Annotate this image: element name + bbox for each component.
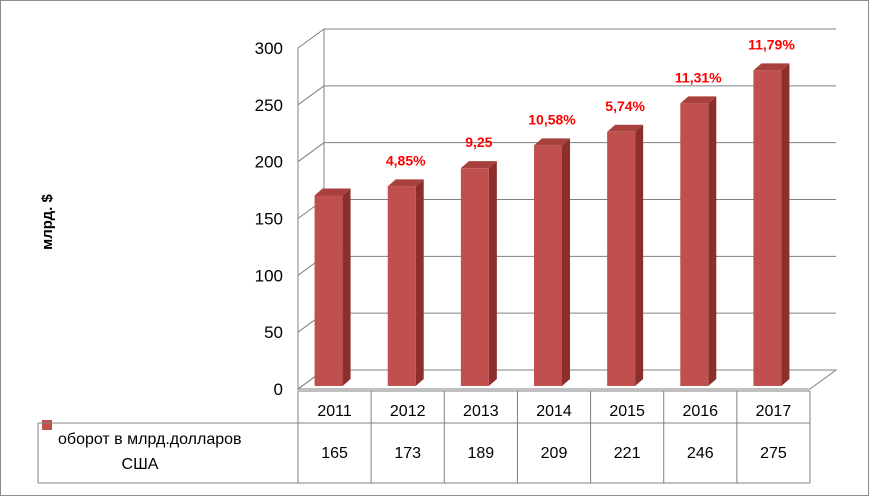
bar: [314, 195, 343, 386]
bar-top: [314, 188, 351, 196]
bar-side: [781, 63, 790, 387]
legend-label-line1: оборот в млрд.долларов: [58, 431, 242, 448]
y-tick-label: 150: [255, 210, 283, 229]
bar-top: [534, 138, 570, 146]
legend-label-line2: США: [122, 456, 159, 473]
bar-side: [562, 138, 570, 386]
x-tick-label: 2012: [390, 403, 426, 420]
grid-diagonal: [297, 142, 325, 163]
bars-layer: [314, 63, 790, 387]
y-tick-label: 200: [255, 153, 283, 172]
grid-diagonal: [297, 85, 325, 106]
table-value: 165: [321, 445, 348, 462]
table-value: 221: [614, 445, 641, 462]
bar-top: [460, 161, 497, 169]
growth-annotation: 10,58%: [528, 111, 576, 127]
legend-swatch: [42, 420, 52, 430]
table-value: 275: [760, 445, 787, 462]
bar: [387, 186, 416, 386]
y-tick-label: 50: [264, 323, 283, 342]
x-tick-label: 2016: [682, 403, 718, 420]
growth-annotation: 9,25: [465, 134, 492, 150]
bar: [753, 70, 782, 387]
y-tick-label: 300: [255, 39, 283, 58]
bar-top: [607, 124, 644, 132]
growth-annotation: 5,74%: [605, 98, 645, 114]
table-value: 246: [687, 445, 714, 462]
x-tick-label: 2015: [609, 403, 645, 420]
table-value: 189: [468, 445, 495, 462]
bar-side: [342, 188, 351, 386]
y-tick-label: 0: [274, 380, 283, 399]
x-tick-label: 2017: [756, 403, 792, 420]
bar: [607, 131, 636, 386]
data-table: оборот в млрд.долларов США 2011 165 2012 17…: [37, 390, 811, 484]
y-tick-label: 100: [255, 266, 283, 285]
growth-annotation: 11,79%: [748, 36, 795, 52]
x-tick-label: 2014: [536, 403, 572, 420]
growth-annotation: 11,31%: [675, 69, 722, 85]
labels-layer: 0 50 100 150 200 250 300 4,85% 9,25 10,58% 5,74% 11…: [255, 36, 796, 399]
bar: [680, 103, 709, 386]
bar-side: [415, 179, 424, 386]
bar-side: [488, 161, 497, 386]
y-axis-label: млрд. $: [39, 194, 56, 250]
grid-diagonal: [297, 28, 325, 49]
bar-top: [680, 96, 717, 104]
bar-side: [708, 96, 717, 386]
bar-top: [387, 179, 424, 187]
table-value: 173: [394, 445, 421, 462]
bar: [534, 145, 562, 386]
growth-annotation: 4,85%: [386, 152, 426, 168]
y-tick-label: 250: [255, 96, 283, 115]
x-tick-label: 2011: [317, 403, 352, 420]
bar-side: [635, 124, 644, 387]
bar-top: [753, 63, 790, 71]
x-tick-label: 2013: [463, 403, 499, 420]
bar: [460, 168, 489, 386]
table-value: 209: [541, 445, 568, 462]
